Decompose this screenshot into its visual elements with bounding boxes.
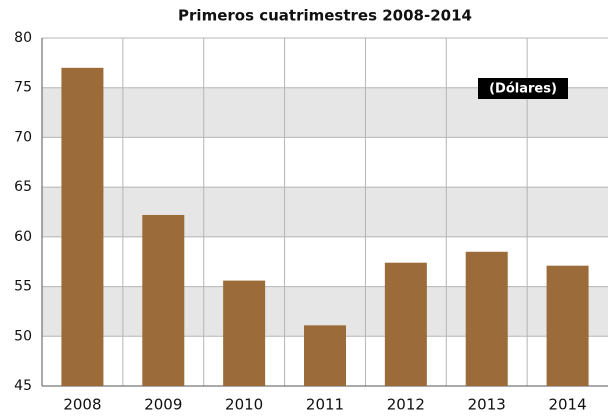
y-tick-label: 70	[14, 129, 32, 145]
y-tick-label: 55	[14, 279, 32, 295]
y-tick-label: 60	[14, 229, 32, 245]
y-tick-label: 80	[14, 30, 32, 46]
bar	[304, 325, 346, 386]
x-tick-label: 2013	[468, 396, 506, 414]
bar	[384, 262, 427, 386]
y-tick-label: 65	[14, 179, 32, 195]
y-tick-label: 45	[14, 378, 32, 394]
bar	[546, 265, 589, 386]
chart-title: Primeros cuatrimestres 2008-2014	[178, 7, 472, 25]
x-tick-label: 2011	[306, 396, 344, 414]
bar	[223, 280, 266, 386]
y-tick-label: 50	[14, 328, 32, 344]
x-tick-label: 2014	[548, 396, 586, 414]
grid-band	[42, 187, 608, 237]
x-tick-label: 2008	[63, 396, 101, 414]
bar	[142, 214, 185, 386]
annotation: (Dólares)	[489, 82, 557, 97]
bar	[61, 67, 104, 386]
x-tick-label: 2010	[225, 396, 263, 414]
annotation-box	[478, 78, 568, 99]
y-tick-label: 75	[14, 80, 32, 96]
bar	[465, 251, 508, 386]
x-tick-label: 2012	[387, 396, 425, 414]
x-tick-label: 2009	[144, 396, 182, 414]
